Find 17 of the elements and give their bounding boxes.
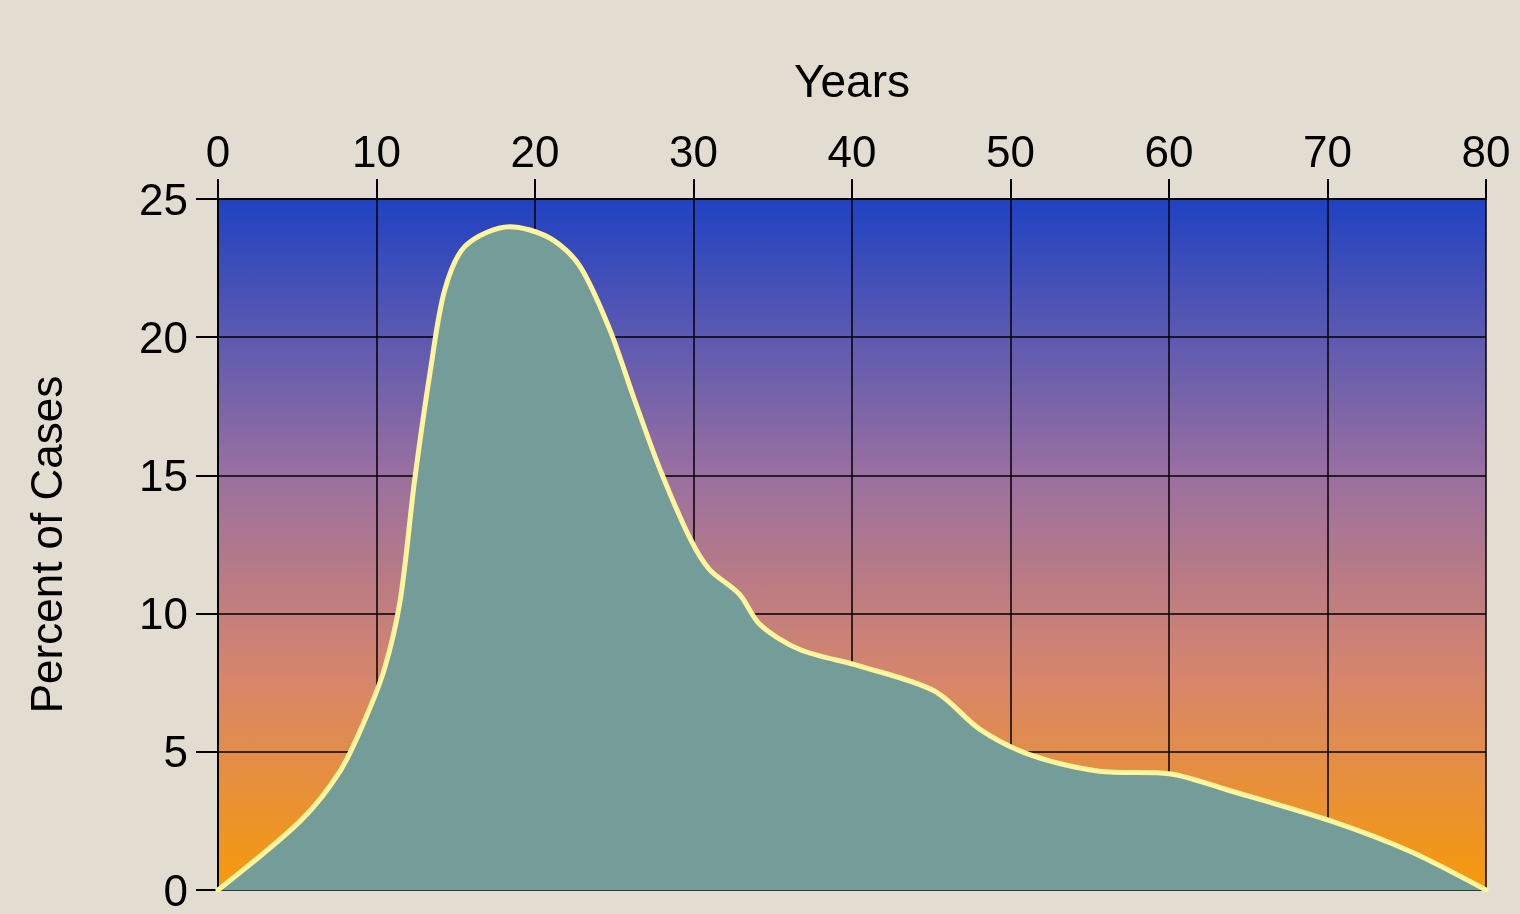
y-tick-label: 15 [139, 450, 188, 500]
x-axis-title: Years [794, 55, 910, 107]
y-tick-label: 25 [139, 174, 188, 224]
x-tick-label: 30 [669, 126, 718, 176]
y-tick-label: 10 [139, 589, 188, 639]
x-tick-label: 40 [827, 126, 877, 176]
x-tick-label: 0 [205, 126, 231, 176]
x-tick-label: 60 [1144, 126, 1194, 176]
y-axis-title: Percent of Cases [21, 375, 71, 714]
y-tick-label: 0 [163, 865, 188, 914]
y-tick-label: 20 [139, 312, 188, 362]
x-tick-label: 10 [352, 126, 401, 176]
x-tick-label: 70 [1303, 126, 1352, 176]
y-tick-label: 5 [163, 727, 188, 777]
x-tick-label: 80 [1461, 126, 1511, 176]
x-tick-label: 50 [986, 126, 1035, 176]
x-tick-label: 20 [510, 126, 560, 176]
